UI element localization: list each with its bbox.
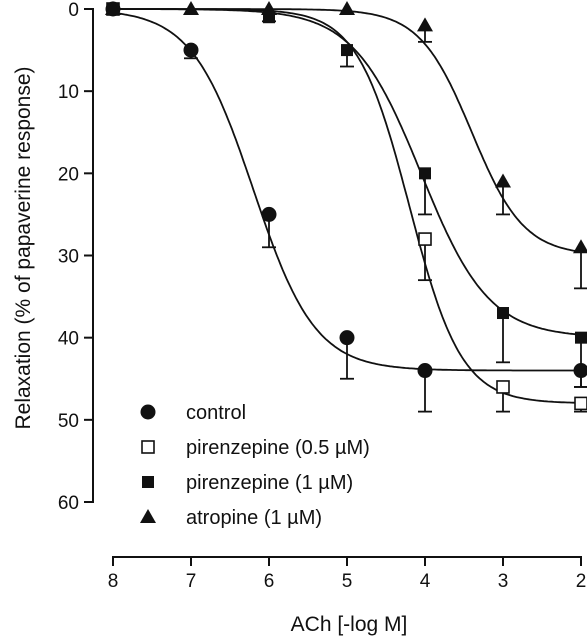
axes: 0 10 20 30 40 50 60 8 7 6 5 4 3 2 [58, 0, 586, 592]
y-tick-label: 30 [58, 247, 79, 268]
data-point [497, 307, 509, 320]
y-tick-label: 40 [58, 329, 79, 350]
y-tick-label: 20 [58, 164, 79, 185]
data-point [339, 330, 355, 346]
x-tick-label: 8 [108, 571, 119, 592]
data-point [261, 1, 277, 15]
y-tick-label: 60 [58, 493, 79, 514]
data-points [105, 1, 587, 411]
data-point [574, 396, 587, 411]
y-tick-label: 50 [58, 411, 79, 432]
legend-label: control [186, 402, 246, 424]
data-point [341, 44, 353, 57]
x-tick-label: 2 [576, 571, 587, 592]
data-point [495, 173, 511, 188]
legend-label: pirenzepine (1 µM) [186, 472, 353, 494]
data-point [261, 206, 277, 222]
data-point [419, 167, 431, 180]
legend-marker [141, 440, 155, 454]
error-bars [184, 17, 587, 413]
legend-label: atropine (1 µM) [186, 507, 322, 529]
legend-label: pirenzepine (0.5 µM) [186, 437, 370, 459]
legend-marker [140, 404, 156, 420]
x-tick-label: 5 [342, 571, 353, 592]
legend-marker [140, 509, 156, 523]
data-point [573, 239, 587, 254]
data-point [418, 232, 432, 246]
x-tick-label: 7 [186, 571, 197, 592]
x-tick-label: 6 [264, 571, 275, 592]
data-point [339, 1, 355, 15]
y-tick-label: 0 [68, 0, 79, 21]
data-point [417, 363, 433, 379]
x-tick-label: 4 [420, 571, 431, 592]
data-point [183, 42, 199, 58]
data-point [573, 363, 587, 379]
legend-marker [142, 476, 154, 488]
x-axis-label: ACh [-log M] [291, 613, 408, 636]
data-point [105, 1, 121, 15]
y-axis-label: Relaxation (% of papaverine response) [12, 66, 35, 429]
data-point [417, 17, 433, 32]
legend: control pirenzepine (0.5 µM) pirenzepine (… [140, 402, 370, 529]
data-point [183, 1, 199, 15]
x-tick-label: 3 [498, 571, 509, 592]
data-point [575, 331, 587, 344]
data-point [496, 380, 510, 394]
y-tick-label: 10 [58, 82, 79, 103]
